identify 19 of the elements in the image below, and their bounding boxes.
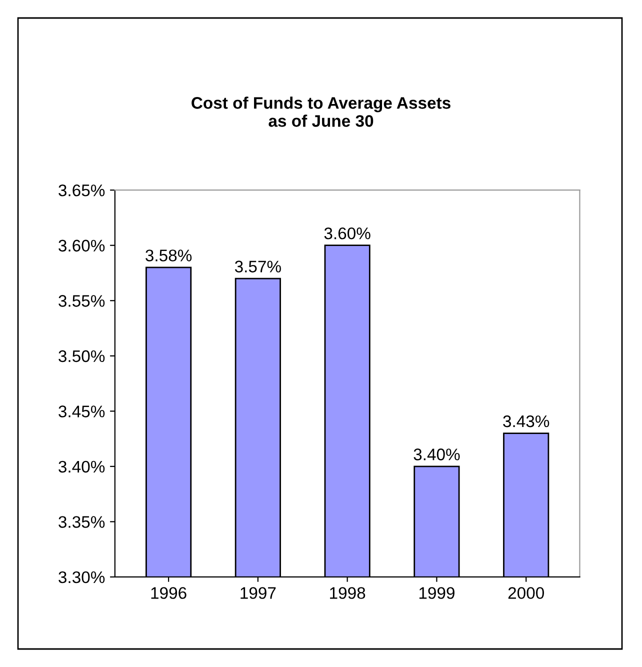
data-label: 3.43% bbox=[503, 415, 550, 428]
y-tick-label: 3.50% bbox=[58, 350, 105, 362]
x-tick-label: 1999 bbox=[419, 587, 454, 599]
data-label: 3.40% bbox=[414, 448, 460, 460]
y-tick-label: 3.55% bbox=[58, 295, 105, 307]
x-tick-label: 1996 bbox=[151, 587, 186, 599]
y-tick-label: 3.60% bbox=[58, 240, 105, 252]
x-tick-label: 2000 bbox=[508, 587, 544, 599]
x-tick-label: 1997 bbox=[240, 587, 276, 599]
y-tick-label: 3.40% bbox=[58, 460, 105, 473]
x-tick-label: 1998 bbox=[330, 587, 366, 599]
y-tick-label: 3.30% bbox=[58, 571, 105, 584]
data-label: 3.60% bbox=[324, 227, 370, 240]
data-label: 3.57% bbox=[234, 260, 281, 272]
y-tick-label: 3.35% bbox=[58, 516, 105, 528]
y-tick-label: 3.45% bbox=[58, 406, 105, 418]
data-label: 3.58% bbox=[146, 250, 192, 262]
y-tick-label: 3.65% bbox=[58, 184, 105, 196]
chart-title: Cost of Funds to Average Assets as of June 30 bbox=[192, 96, 450, 127]
